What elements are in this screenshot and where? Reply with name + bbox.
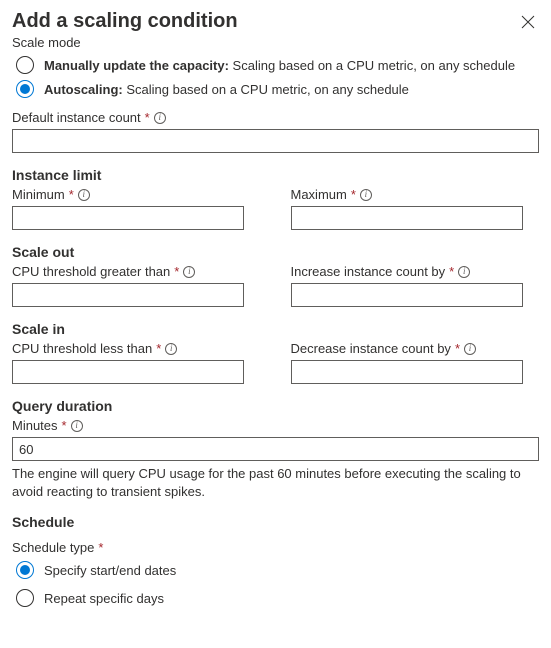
query-duration-help: The engine will query CPU usage for the … xyxy=(12,465,539,500)
radio-circle-checked-icon xyxy=(16,561,34,579)
radio-repeat-days-label: Repeat specific days xyxy=(44,591,164,606)
decrease-count-input[interactable] xyxy=(291,360,523,384)
minutes-label: Minutes * i xyxy=(12,418,539,433)
query-duration-heading: Query duration xyxy=(12,398,539,414)
minutes-input[interactable] xyxy=(12,437,539,461)
radio-repeat-days[interactable]: Repeat specific days xyxy=(16,589,539,607)
page-title: Add a scaling condition xyxy=(12,10,238,33)
decrease-count-label: Decrease instance count by * i xyxy=(291,341,540,356)
schedule-heading: Schedule xyxy=(12,514,539,530)
close-icon xyxy=(521,15,535,29)
maximum-input[interactable] xyxy=(291,206,523,230)
default-instance-count-input[interactable] xyxy=(12,129,539,153)
schedule-type-label: Schedule type * xyxy=(12,540,539,555)
increase-count-input[interactable] xyxy=(291,283,523,307)
cpu-threshold-lt-label: CPU threshold less than * i xyxy=(12,341,261,356)
scale-out-heading: Scale out xyxy=(12,244,539,260)
close-button[interactable] xyxy=(517,11,539,33)
info-icon[interactable]: i xyxy=(154,112,166,124)
radio-autoscaling-label: Autoscaling: Scaling based on a CPU metr… xyxy=(44,82,409,97)
scale-in-heading: Scale in xyxy=(12,321,539,337)
radio-circle-icon xyxy=(16,589,34,607)
info-icon[interactable]: i xyxy=(360,189,372,201)
default-instance-count-label: Default instance count * i xyxy=(12,110,539,125)
radio-specify-dates-label: Specify start/end dates xyxy=(44,563,176,578)
radio-autoscaling[interactable]: Autoscaling: Scaling based on a CPU metr… xyxy=(16,80,539,98)
info-icon[interactable]: i xyxy=(165,343,177,355)
info-icon[interactable]: i xyxy=(183,266,195,278)
minimum-input[interactable] xyxy=(12,206,244,230)
scale-mode-label: Scale mode xyxy=(12,35,539,50)
instance-limit-heading: Instance limit xyxy=(12,167,539,183)
info-icon[interactable]: i xyxy=(458,266,470,278)
radio-specify-dates[interactable]: Specify start/end dates xyxy=(16,561,539,579)
cpu-threshold-gt-input[interactable] xyxy=(12,283,244,307)
radio-manual-capacity[interactable]: Manually update the capacity: Scaling ba… xyxy=(16,56,539,74)
cpu-threshold-gt-label: CPU threshold greater than * i xyxy=(12,264,261,279)
increase-count-label: Increase instance count by * i xyxy=(291,264,540,279)
maximum-label: Maximum * i xyxy=(291,187,540,202)
info-icon[interactable]: i xyxy=(71,420,83,432)
info-icon[interactable]: i xyxy=(78,189,90,201)
radio-circle-checked-icon xyxy=(16,80,34,98)
minimum-label: Minimum * i xyxy=(12,187,261,202)
info-icon[interactable]: i xyxy=(464,343,476,355)
radio-circle-icon xyxy=(16,56,34,74)
radio-manual-label: Manually update the capacity: Scaling ba… xyxy=(44,58,515,73)
cpu-threshold-lt-input[interactable] xyxy=(12,360,244,384)
